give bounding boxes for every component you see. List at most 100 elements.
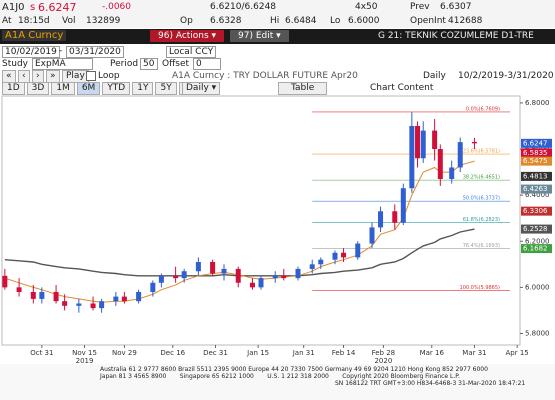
candle-body [355, 243, 361, 258]
vol-label: Vol [62, 16, 76, 26]
candle-body [62, 301, 68, 306]
price-flag [521, 184, 552, 194]
footer [0, 364, 555, 400]
op-label: Op [180, 16, 193, 26]
date-dash: - [59, 46, 63, 56]
candle-body [318, 259, 324, 265]
vol: 132899 [86, 16, 121, 26]
y-tick-label: 6.0000 [525, 283, 550, 291]
price-flag-label: 6.3306 [523, 207, 548, 215]
footer-line: SN 168122 TRT GMT+3:00 H834-6468-3 31-Ma… [335, 380, 526, 387]
period-tab[interactable]: YTD [102, 82, 131, 95]
candle-body [281, 275, 287, 279]
last: 6.6247 [38, 1, 77, 14]
x-tick-label: Apr 15 [506, 349, 529, 357]
lo: 6.6000 [348, 16, 380, 26]
hi-label: Hi [270, 16, 280, 26]
loop-label: Loop [98, 71, 120, 81]
candle-body [341, 252, 347, 258]
fib-label: 38.2%(6.4651) [463, 175, 500, 181]
end-date[interactable]: 03/31/2020 [66, 46, 124, 58]
candle-body [432, 130, 438, 150]
price-flag-label: 6.5835 [523, 149, 548, 157]
plot-area [1, 95, 521, 346]
candle-body [150, 282, 156, 292]
table-button[interactable]: Table [278, 82, 328, 95]
price-flag-label: 6.6247 [523, 139, 548, 147]
price-flag-label: 6.4813 [523, 172, 548, 180]
price-flag [521, 244, 552, 254]
period[interactable]: 50 [140, 58, 158, 70]
candle-body [272, 275, 278, 279]
candle-body [90, 303, 96, 309]
loop-checkbox[interactable] [86, 71, 96, 81]
candle-body [2, 275, 8, 288]
fib-label: 0.0%(6.7609) [466, 106, 500, 112]
candle-body [457, 142, 463, 168]
candle-body [415, 125, 421, 159]
period-tab[interactable]: 3D [26, 82, 50, 95]
end-button[interactable]: » [46, 70, 60, 83]
price-flag-label: 6.5475 [523, 157, 548, 165]
year-label: 2020 [374, 357, 392, 365]
candle-body [210, 262, 216, 274]
chart-content[interactable]: Chart Content [370, 83, 434, 93]
price-flag [521, 148, 552, 158]
fib-label: 23.6%(6.5781) [463, 149, 500, 155]
x-tick-label: Jan 31 [292, 349, 315, 357]
at-label: At [2, 16, 12, 26]
candle-body [258, 278, 264, 288]
candle-body [221, 268, 227, 274]
study-label: Study [2, 59, 28, 69]
actions-button[interactable]: 96) Actions ▾ [150, 30, 225, 42]
offset[interactable]: 0 [193, 58, 221, 70]
page-title: G 21: TEKNIK COZUMLEME D1-TRE [378, 31, 534, 41]
candle-body [409, 125, 415, 189]
currency[interactable]: Local CCY [166, 46, 217, 58]
period-frequency[interactable]: Daily ▾ [182, 82, 221, 95]
footer-line: Japan 81 3 4565 8900 Singapore 65 6212 1… [100, 373, 460, 380]
price-flag [521, 171, 552, 181]
frequency: Daily [423, 71, 446, 81]
candle-body [136, 291, 142, 302]
period-tab[interactable]: 1M [51, 82, 75, 95]
period-tab[interactable]: 5Y [155, 82, 177, 95]
y-tick-label: 6.2000 [525, 237, 550, 245]
period-tab[interactable]: 1D [2, 82, 25, 95]
price-flag [521, 138, 552, 148]
fib-label: 100.0%(5.9865) [460, 285, 501, 291]
x-tick-label: Feb 28 [372, 349, 396, 357]
period-tab[interactable]: 6M [76, 82, 101, 95]
candle-body [235, 268, 241, 283]
year-label: 2019 [76, 357, 94, 365]
size: 4x50 [355, 2, 378, 12]
candle-body [449, 167, 455, 179]
price-flag-label: 6.4263 [523, 185, 548, 193]
candle-body [53, 291, 59, 302]
start-date[interactable]: 10/02/2019 [2, 46, 60, 58]
candle-body [113, 296, 119, 302]
footer-line: Australia 61 2 9777 8600 Brazil 5511 239… [100, 366, 488, 373]
candle-body [332, 252, 338, 260]
period-tab[interactable]: 1Y [132, 82, 154, 95]
x-tick-label: Dec 31 [203, 349, 228, 357]
offset-label: Offset [162, 59, 190, 69]
edit-button[interactable]: 97) Edit ▾ [230, 30, 289, 42]
prev: 6.6307 [440, 2, 472, 12]
ticker: A1J0 [2, 2, 25, 13]
x-tick-label: Oct 31 [30, 349, 53, 357]
x-tick-label: Nov 15 [72, 349, 97, 357]
candle-body [392, 211, 398, 223]
candle-body [249, 282, 255, 288]
candle-body [437, 149, 443, 179]
study[interactable]: ExpMA [32, 58, 93, 70]
x-tick-label: Dec 16 [160, 349, 185, 357]
lo-label: Lo [330, 16, 341, 26]
candle-body [39, 291, 45, 299]
candle-body [378, 211, 384, 228]
candle-body [420, 130, 426, 159]
security[interactable]: A1A Curncy [2, 30, 67, 41]
rewind-button[interactable]: « [2, 70, 16, 83]
